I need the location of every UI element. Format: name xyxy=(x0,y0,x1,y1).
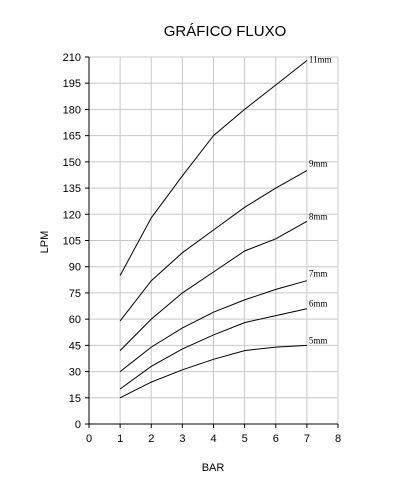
y-tick-label: 105 xyxy=(63,236,81,248)
y-tick-label: 120 xyxy=(63,209,81,221)
y-tick-label: 90 xyxy=(69,262,81,274)
y-tick-label: 135 xyxy=(63,183,81,195)
y-tick-label: 45 xyxy=(69,340,81,352)
series-label-9mm: 9mm xyxy=(309,159,328,169)
series-line-9mm xyxy=(119,170,308,322)
x-axis-label: BAR xyxy=(202,462,225,474)
y-tick-label: 0 xyxy=(75,419,81,431)
y-tick-label: 165 xyxy=(63,131,81,143)
chart-title: GRÁFICO FLUXO xyxy=(164,23,287,40)
x-tick-label: 5 xyxy=(242,433,248,445)
x-tick-label: 3 xyxy=(179,433,185,445)
series-line-6mm xyxy=(119,308,308,390)
x-tick-labels: 0 1 2 3 4 5 6 7 8 xyxy=(86,433,341,445)
series-lines xyxy=(119,60,308,399)
x-tick-label: 7 xyxy=(304,433,310,445)
series-label-7mm: 7mm xyxy=(309,269,328,279)
y-tick-label: 150 xyxy=(63,157,81,169)
series-label-5mm: 5mm xyxy=(309,335,328,345)
y-tick-label: 60 xyxy=(69,314,81,326)
series-labels: 11mm 9mm 8mm 7mm 6mm 5mm xyxy=(309,54,332,345)
axes xyxy=(85,56,339,428)
series-line-5mm xyxy=(119,344,307,399)
y-tick-label: 15 xyxy=(69,393,81,405)
series-label-11mm: 11mm xyxy=(309,54,332,64)
grid xyxy=(88,56,339,425)
y-tick-labels: 0 15 30 45 60 75 90 105 120 135 150 165 180 195 210 xyxy=(63,52,81,431)
x-tick-label: 6 xyxy=(273,433,279,445)
x-tick-label: 2 xyxy=(148,433,154,445)
series-label-8mm: 8mm xyxy=(309,211,328,221)
y-axis-label: LPM xyxy=(39,231,51,254)
x-tick-label: 1 xyxy=(117,433,123,445)
series-line-11mm xyxy=(119,60,308,276)
series-line-7mm xyxy=(119,280,308,372)
x-tick-label: 8 xyxy=(335,433,341,445)
y-tick-label: 180 xyxy=(63,104,81,116)
y-tick-label: 75 xyxy=(69,288,81,300)
y-tick-label: 30 xyxy=(69,367,81,379)
y-tick-label: 195 xyxy=(63,78,81,90)
series-label-6mm: 6mm xyxy=(309,299,328,309)
y-tick-label: 210 xyxy=(63,52,81,64)
x-tick-label: 4 xyxy=(210,433,216,445)
x-tick-label: 0 xyxy=(86,433,92,445)
series-line-8mm xyxy=(119,220,308,351)
